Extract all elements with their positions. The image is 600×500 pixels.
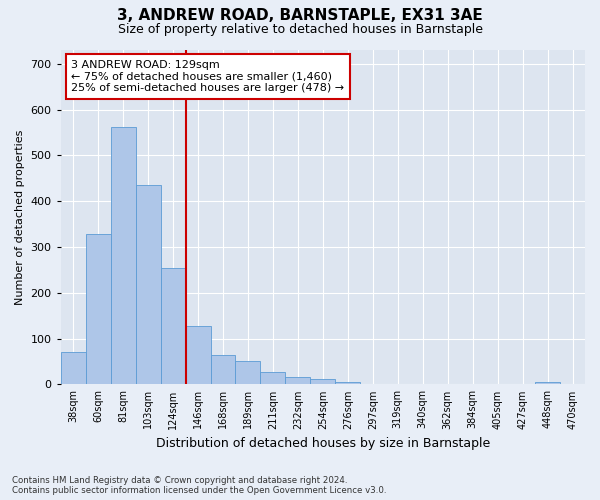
Bar <box>260 372 286 384</box>
Text: Size of property relative to detached houses in Barnstaple: Size of property relative to detached ho… <box>118 22 482 36</box>
Text: 3, ANDREW ROAD, BARNSTAPLE, EX31 3AE: 3, ANDREW ROAD, BARNSTAPLE, EX31 3AE <box>117 8 483 22</box>
Bar <box>185 326 211 384</box>
Bar <box>136 184 161 384</box>
Bar <box>335 382 361 384</box>
Bar <box>286 377 310 384</box>
Y-axis label: Number of detached properties: Number of detached properties <box>15 130 25 305</box>
Bar <box>211 354 235 384</box>
Text: 3 ANDREW ROAD: 129sqm
← 75% of detached houses are smaller (1,460)
25% of semi-d: 3 ANDREW ROAD: 129sqm ← 75% of detached … <box>71 60 344 93</box>
Text: Contains HM Land Registry data © Crown copyright and database right 2024.
Contai: Contains HM Land Registry data © Crown c… <box>12 476 386 495</box>
Bar <box>61 352 86 384</box>
Bar <box>161 268 185 384</box>
Bar <box>235 360 260 384</box>
Bar <box>110 127 136 384</box>
X-axis label: Distribution of detached houses by size in Barnstaple: Distribution of detached houses by size … <box>156 437 490 450</box>
Bar <box>310 380 335 384</box>
Bar <box>86 234 110 384</box>
Bar <box>535 382 560 384</box>
